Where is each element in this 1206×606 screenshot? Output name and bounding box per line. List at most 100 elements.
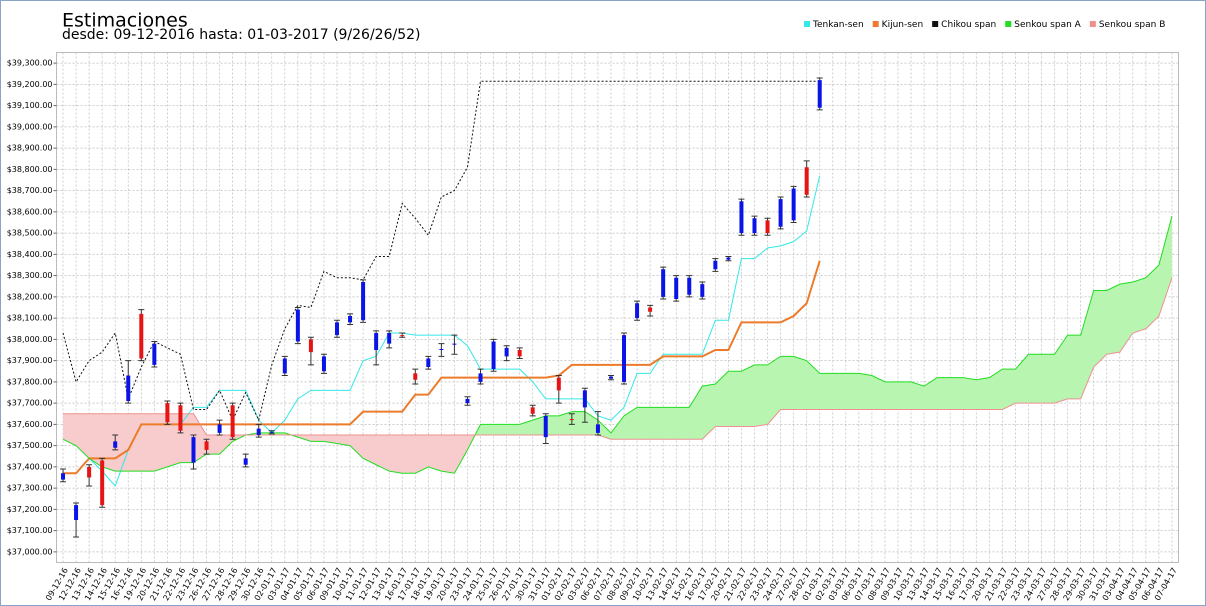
cloud xyxy=(702,384,716,440)
cloud xyxy=(610,415,625,440)
legend-label: Kijun-sen xyxy=(882,20,924,30)
candle-body xyxy=(491,341,496,370)
cloud xyxy=(337,435,351,446)
cloud xyxy=(454,435,468,474)
cloud xyxy=(297,435,311,442)
cloud xyxy=(637,407,651,440)
cloud xyxy=(63,413,77,446)
candle-body xyxy=(452,343,457,345)
cloud xyxy=(558,411,572,435)
cloud xyxy=(219,435,233,455)
cloud xyxy=(584,411,598,435)
cloud xyxy=(963,377,977,410)
y-tick-label: $39,200.00 xyxy=(7,80,53,89)
cloud xyxy=(1041,354,1055,404)
cloud xyxy=(597,420,611,440)
legend-swatch xyxy=(1005,21,1012,27)
candle-body xyxy=(752,218,757,234)
candle-body xyxy=(152,343,157,365)
cloud xyxy=(402,435,416,474)
candle-body xyxy=(530,407,535,414)
candle-body xyxy=(126,375,131,401)
candle-body xyxy=(139,313,144,359)
cloud xyxy=(845,373,859,410)
y-tick-label: $37,200.00 xyxy=(7,505,53,514)
candle-body xyxy=(595,424,600,433)
cloud xyxy=(989,369,1003,410)
cloud xyxy=(1158,216,1172,316)
cloud xyxy=(415,435,429,474)
cloud xyxy=(128,413,142,472)
candle-body xyxy=(165,403,170,423)
candle-body xyxy=(765,220,770,234)
candle-body xyxy=(256,428,261,435)
cloud xyxy=(545,415,559,435)
cloud xyxy=(689,386,703,440)
candle-body xyxy=(543,415,548,438)
candle-body xyxy=(321,356,326,372)
y-tick-label: $37,500.00 xyxy=(7,441,53,450)
candle-body xyxy=(556,377,561,391)
cloud xyxy=(1067,335,1081,399)
y-tick-label: $39,000.00 xyxy=(7,122,53,131)
candle-body xyxy=(635,303,640,319)
candle-body xyxy=(282,358,287,374)
cloud xyxy=(624,407,638,440)
cloud xyxy=(193,413,207,463)
candle-body xyxy=(778,199,783,227)
cloud xyxy=(793,356,807,410)
cloud xyxy=(167,413,181,467)
candle-body xyxy=(700,284,705,297)
candle-body xyxy=(478,373,483,382)
cloud xyxy=(271,432,285,435)
cloud xyxy=(480,424,494,435)
cloud xyxy=(1119,282,1133,353)
y-tick-label: $37,100.00 xyxy=(7,526,53,535)
cloud xyxy=(950,377,964,410)
line-kijun-sen xyxy=(63,260,821,475)
cloud xyxy=(728,371,742,427)
cloud xyxy=(154,413,168,472)
candle-body xyxy=(413,373,418,380)
cloud xyxy=(76,413,90,459)
legend-swatch xyxy=(804,21,810,27)
y-tick-label: $37,900.00 xyxy=(7,356,53,365)
cloud xyxy=(871,375,885,410)
y-tick-label: $37,400.00 xyxy=(7,462,53,471)
cloud xyxy=(206,435,220,455)
y-tick-label: $38,600.00 xyxy=(7,207,53,216)
cloud xyxy=(884,381,898,410)
candle-body xyxy=(726,257,731,260)
candle-body xyxy=(295,309,300,342)
cloud xyxy=(911,381,925,410)
cloud xyxy=(310,435,324,442)
candle-body xyxy=(204,441,209,450)
candle-body xyxy=(622,335,627,382)
cloud xyxy=(571,411,585,435)
candle-body xyxy=(569,419,574,421)
plot-area xyxy=(56,52,1179,563)
candle-body xyxy=(243,458,248,465)
y-tick-label: $39,100.00 xyxy=(7,101,53,110)
candle-body xyxy=(361,282,366,321)
candle-body xyxy=(335,322,339,336)
y-tick-label: $38,300.00 xyxy=(7,271,53,280)
cloud xyxy=(898,381,912,410)
cloud xyxy=(858,373,872,410)
cloud xyxy=(141,413,155,472)
cloud xyxy=(532,415,546,435)
candle-body xyxy=(387,333,392,344)
cloud xyxy=(1028,354,1042,404)
cloud xyxy=(650,407,664,440)
candle-body xyxy=(687,277,692,295)
cloud xyxy=(1080,290,1094,399)
candle-body xyxy=(400,335,405,337)
cloud xyxy=(1002,369,1016,410)
cloud xyxy=(1132,277,1146,333)
legend-swatch xyxy=(932,21,939,27)
cloud xyxy=(715,371,729,427)
cloud xyxy=(389,435,403,474)
y-tick-label: $39,300.00 xyxy=(7,59,53,68)
